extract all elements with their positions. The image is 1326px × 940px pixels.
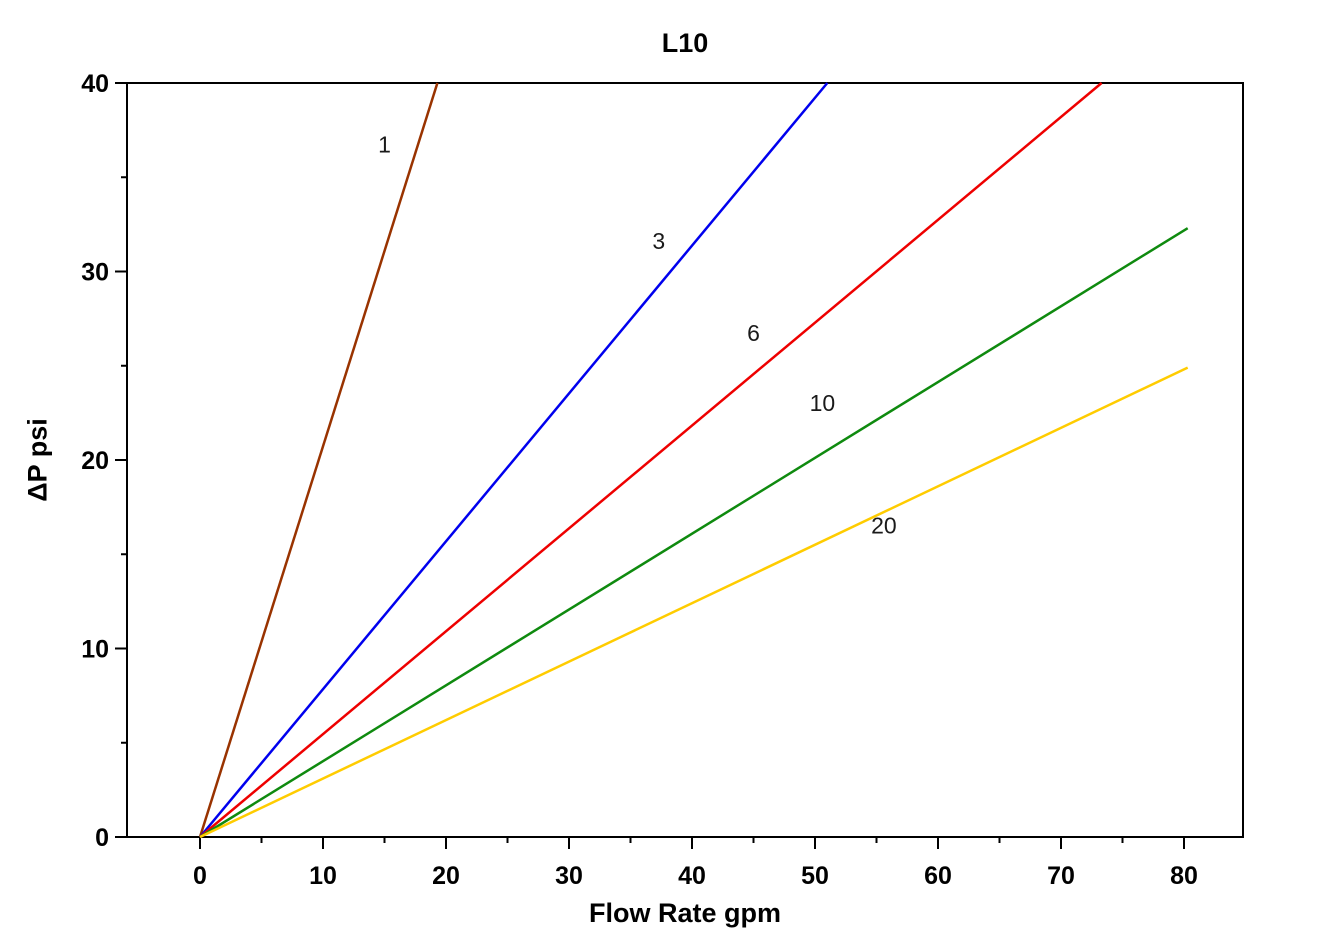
x-tick-label: 50 bbox=[801, 862, 829, 890]
series-label-20: 20 bbox=[871, 513, 897, 539]
x-axis-title: Flow Rate gpm bbox=[588, 898, 781, 928]
y-tick-label: 20 bbox=[81, 447, 109, 475]
y-tick-label: 40 bbox=[81, 70, 109, 98]
x-tick-label: 60 bbox=[924, 862, 952, 890]
series-line-1 bbox=[198, 82, 439, 838]
chart-title: L10 bbox=[661, 28, 709, 58]
series-label-6: 6 bbox=[747, 320, 760, 346]
x-tick-label: 0 bbox=[193, 862, 207, 890]
series-label-3: 3 bbox=[652, 228, 665, 254]
series-line-20 bbox=[199, 366, 1189, 839]
series-label-1: 1 bbox=[378, 132, 391, 158]
series-line-3 bbox=[199, 82, 829, 838]
series-label-10: 10 bbox=[810, 390, 836, 416]
y-tick-label: 0 bbox=[95, 824, 109, 852]
series-line-6 bbox=[199, 82, 1103, 838]
x-tick-label: 20 bbox=[432, 862, 460, 890]
series-line-10 bbox=[199, 227, 1189, 839]
x-tick-label: 70 bbox=[1047, 862, 1075, 890]
x-tick-label: 10 bbox=[309, 862, 337, 890]
x-tick-label: 30 bbox=[555, 862, 583, 890]
y-tick-label: 10 bbox=[81, 636, 109, 664]
y-tick-label: 30 bbox=[81, 259, 109, 287]
x-tick-label: 40 bbox=[678, 862, 706, 890]
x-tick-label: 80 bbox=[1170, 862, 1198, 890]
